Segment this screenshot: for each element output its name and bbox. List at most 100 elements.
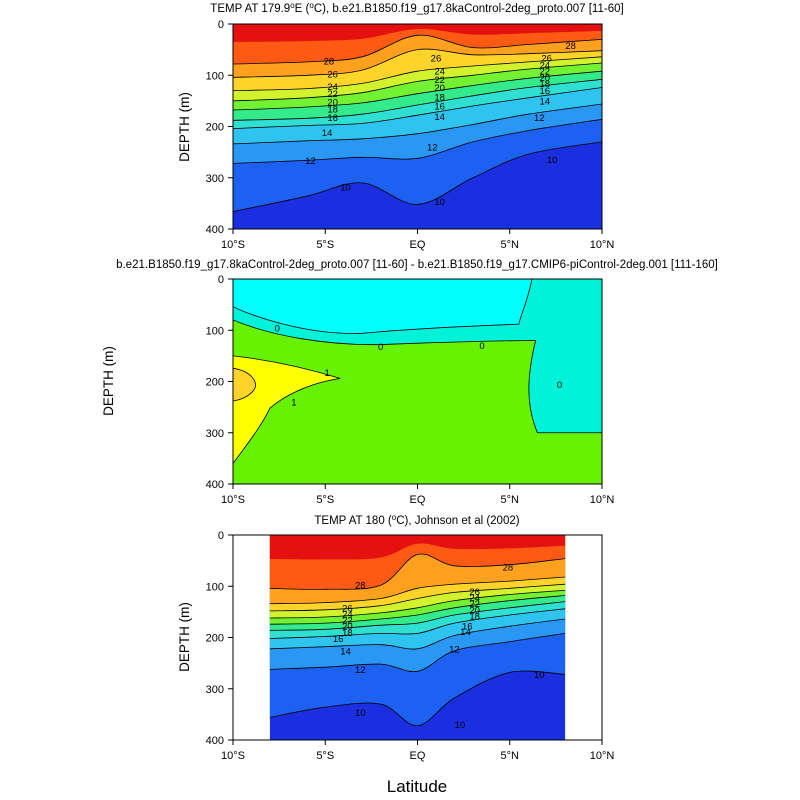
anomaly-contour-line-3 — [233, 367, 256, 402]
isotherm-line-10 — [269, 670, 566, 727]
isotherm-line-16 — [269, 608, 566, 639]
x-tick-label: 10°N — [590, 494, 615, 506]
contour-label: 28 — [355, 581, 366, 592]
isotherm-line-18 — [233, 78, 602, 121]
panel-middle-title: b.e21.B1850.f19_g17.8kaControl-2deg_prot… — [116, 259, 718, 271]
contour-label: 26 — [342, 603, 353, 614]
x-axis-title: Latitude — [387, 777, 448, 796]
contour-label: 18 — [540, 79, 551, 90]
y-tick-label: 400 — [206, 735, 224, 747]
contour-label: 12 — [305, 156, 316, 167]
x-tick-label: 5°S — [316, 239, 334, 251]
panel-middle: b.e21.B1850.f19_g17.8kaControl-2deg_prot… — [101, 259, 718, 506]
contour-label: 18 — [434, 92, 445, 103]
panel-middle-ylabel: DEPTH (m) — [101, 346, 116, 416]
isotherm-line-24 — [233, 56, 602, 91]
warm-pool-band — [269, 535, 566, 560]
isotherm-line-28 — [269, 553, 566, 590]
y-tick-label: 300 — [206, 684, 224, 696]
anomaly-contour-line-0 — [233, 319, 602, 434]
panel-bottom-fields: 2828262624242222202018181616141412121010… — [269, 535, 566, 740]
contour-label: 20 — [540, 73, 551, 84]
contour-label: 12 — [427, 143, 438, 154]
contour-label: 0 — [378, 342, 383, 353]
panel-top-ylabel: DEPTH (m) — [177, 92, 192, 162]
contour-label: 28 — [324, 56, 335, 67]
contour-label: 16 — [327, 113, 338, 124]
y-tick-label: 200 — [206, 377, 224, 389]
isotherm-line-18 — [269, 601, 566, 631]
contour-label: 26 — [431, 53, 442, 64]
y-tick-label: 0 — [218, 274, 224, 286]
contour-label: 12 — [355, 665, 366, 676]
y-tick-label: 200 — [206, 633, 224, 645]
panel-bottom-title: TEMP AT 180 (oC), Johnson et al (2002) — [314, 513, 519, 527]
contour-label: 22 — [327, 89, 338, 100]
contour-label: 24 — [342, 609, 353, 620]
x-tick-label: 5°N — [501, 239, 520, 251]
contour-label: 26 — [541, 53, 552, 64]
contour-label: 16 — [540, 86, 551, 97]
contour-label: 24 — [327, 82, 338, 93]
y-tick-label: 400 — [206, 224, 224, 236]
contour-label: 28 — [565, 41, 576, 52]
anomaly-band-near-zero — [233, 279, 532, 334]
x-tick-label: 10°S — [221, 750, 245, 762]
x-tick-label: EQ — [410, 494, 426, 506]
isotherm-line-14 — [269, 618, 566, 650]
isotherm-line-22 — [233, 62, 602, 102]
anomaly-band-1-to-2 — [233, 355, 341, 464]
contour-label: 28 — [503, 562, 514, 573]
contour-label: 26 — [469, 587, 480, 598]
contour-label: 24 — [469, 593, 480, 604]
y-tick-label: 0 — [218, 530, 224, 542]
contour-label: 14 — [340, 646, 351, 657]
isotherm-line-22 — [269, 590, 566, 619]
x-tick-label: 5°N — [501, 494, 520, 506]
contour-label: 20 — [434, 83, 445, 94]
contour-label: 26 — [327, 70, 338, 81]
contour-label: 14 — [540, 96, 551, 107]
contour-label: 16 — [462, 622, 473, 633]
isotherm-line-12 — [269, 633, 566, 673]
contour-label: 14 — [460, 627, 471, 638]
contour-label: 24 — [540, 61, 551, 72]
x-tick-label: 10°S — [221, 494, 245, 506]
contour-label: 1 — [324, 368, 329, 379]
y-tick-label: 300 — [206, 173, 224, 185]
y-tick-label: 300 — [206, 428, 224, 440]
x-tick-label: EQ — [410, 750, 426, 762]
y-tick-label: 100 — [206, 581, 224, 593]
contour-label: 1 — [291, 398, 296, 409]
panel-top-title: TEMP AT 179.9oE (oC), b.e21.B1850.f19_g1… — [210, 1, 623, 15]
warm-pool-band — [233, 24, 602, 42]
contour-label: 18 — [342, 628, 353, 639]
x-tick-label: 10°S — [221, 239, 245, 251]
contour-label: 10 — [534, 670, 545, 681]
y-tick-label: 100 — [206, 325, 224, 337]
panel-middle-fields: 0 0 0 0 1 1 — [233, 279, 602, 484]
panel-top: TEMP AT 179.9oE (oC), b.e21.B1850.f19_g1… — [177, 1, 624, 251]
anomaly-contour-line-2 — [233, 355, 341, 464]
contour-label: 22 — [342, 616, 353, 627]
isotherm-line-26 — [269, 576, 566, 605]
isotherm-line-24 — [269, 583, 566, 612]
contour-label: 14 — [434, 112, 445, 123]
contour-label: 10 — [340, 182, 351, 193]
contour-label: 22 — [540, 67, 551, 78]
panel-bottom: TEMP AT 180 (oC), Johnson et al (2002) 2… — [177, 513, 614, 762]
contour-label: 18 — [469, 611, 480, 622]
y-tick-label: 400 — [206, 479, 224, 491]
x-tick-label: 10°N — [590, 239, 615, 251]
contour-label: 18 — [327, 105, 338, 116]
contour-label: 20 — [342, 622, 353, 633]
contour-label: 0 — [557, 380, 562, 391]
panel-bottom-ylabel: DEPTH (m) — [177, 602, 192, 672]
contour-label: 14 — [322, 128, 333, 139]
isotherm-line-16 — [233, 87, 602, 129]
isotherm-line-28 — [233, 34, 602, 65]
isotherm-line-12 — [233, 118, 602, 164]
contour-label: 24 — [434, 67, 445, 78]
